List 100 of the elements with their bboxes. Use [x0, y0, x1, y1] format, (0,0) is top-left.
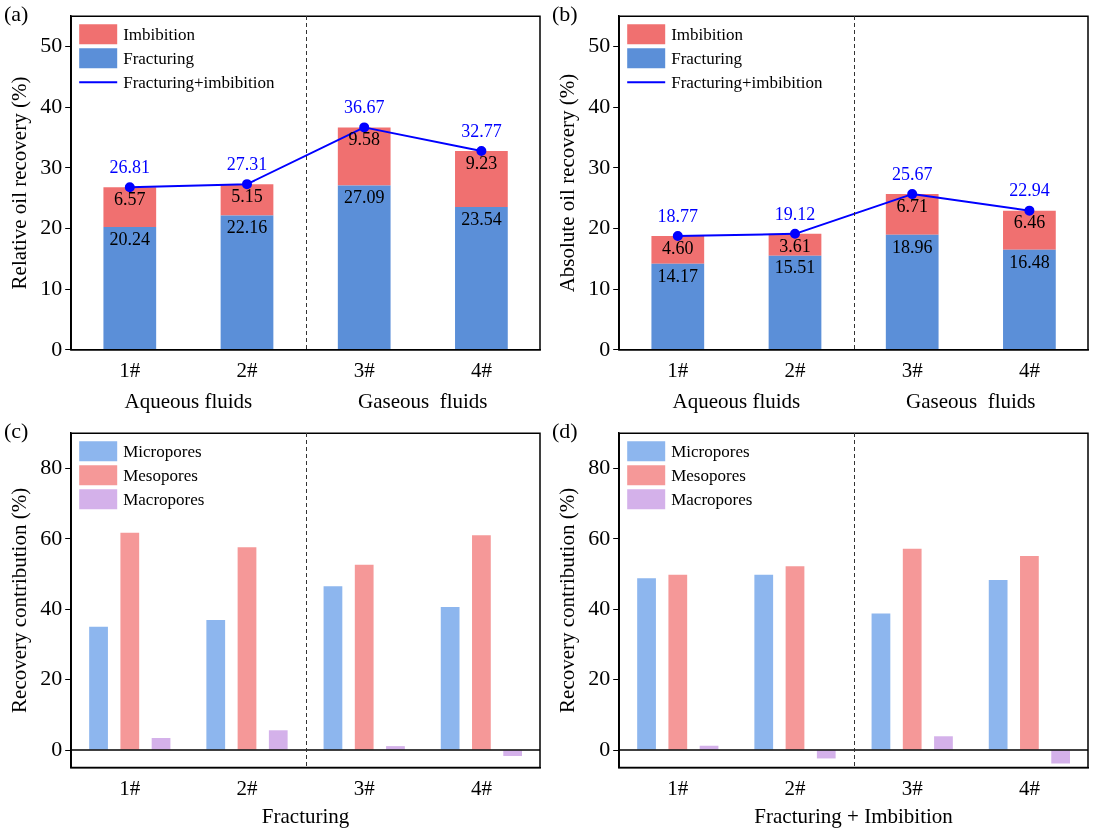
text: Aqueous fluids: [672, 389, 801, 414]
data-label: 9.23: [465, 152, 498, 173]
text: Gaseous fluids: [358, 389, 488, 414]
bar: [1051, 750, 1071, 764]
legend-label: Imbibition: [123, 24, 196, 44]
data-label: 23.54: [461, 208, 502, 229]
y-tick-label: 20: [40, 665, 63, 691]
legend-label: Imbibition: [671, 24, 744, 44]
x-tick-label: 4#: [1018, 357, 1041, 382]
text: Aqueous fluids: [124, 389, 253, 414]
bar: [1020, 556, 1039, 750]
legend-label: Fracturing+imbibition: [123, 72, 275, 92]
y-tick-label: 20: [40, 214, 63, 240]
bar: [220, 215, 274, 350]
bar: [89, 626, 108, 750]
bar: [237, 547, 257, 750]
legend-label: Micropores: [123, 441, 202, 461]
data-label: 22.94: [1009, 180, 1050, 201]
data-label: 6.71: [896, 195, 928, 216]
chart-title: (b): [552, 0, 578, 26]
x-tick-label: 3#: [901, 357, 924, 382]
x-tick-label: 2#: [784, 775, 806, 800]
data-label: 6.57: [114, 188, 146, 209]
legend-label: Macropores: [123, 489, 205, 509]
data-label: 3.61: [779, 235, 811, 256]
legend-label: Micropores: [671, 441, 750, 461]
y-tick-label: 50: [588, 32, 611, 58]
y-tick-label: 40: [588, 594, 611, 620]
data-label: 5.15: [231, 185, 263, 206]
y-tick-label: 0: [599, 335, 611, 361]
legend-label: Mesopores: [123, 465, 198, 485]
data-label: 15.51: [774, 257, 816, 278]
y-tick-label: 40: [588, 92, 611, 118]
x-tick-label: 3#: [901, 775, 924, 800]
bar: [637, 578, 656, 750]
y-tick-label: 40: [40, 92, 63, 118]
x-tick-label: 2#: [236, 775, 258, 800]
x-tick-label: 2#: [784, 357, 806, 382]
bar: [651, 263, 705, 350]
y-tick-label: 50: [40, 32, 63, 58]
point: [124, 182, 135, 193]
chart-title: (d): [552, 417, 578, 443]
data-label: 4.60: [662, 237, 694, 258]
y-tick-label: 30: [40, 153, 63, 179]
data-label: 27.31: [226, 153, 268, 174]
y-axis-title: Recovery contribution (%): [555, 487, 580, 713]
data-label: 19.12: [774, 203, 816, 224]
y-axis-title: Absolute oil recovery (%): [555, 73, 580, 293]
bar: [871, 613, 891, 750]
bar: [934, 736, 953, 750]
y-tick-label: 40: [40, 594, 63, 620]
legend-label: Fracturing: [671, 48, 743, 68]
x-tick-label: 1#: [119, 775, 141, 800]
y-tick-label: 60: [588, 524, 611, 550]
y-tick-label: 0: [51, 735, 63, 761]
y-tick-label: 10: [588, 274, 611, 300]
bar: [668, 574, 688, 750]
x-tick-label: 1#: [119, 357, 141, 382]
bar: [323, 586, 343, 750]
bar: [120, 532, 140, 750]
y-tick-label: 80: [588, 454, 611, 480]
data-label: 9.58: [348, 129, 380, 150]
x-tick-label: 4#: [470, 775, 493, 800]
bar: [472, 535, 491, 750]
chart-title: (a): [4, 0, 29, 26]
bar: [151, 738, 171, 750]
y-tick-label: 80: [40, 454, 63, 480]
data-label: 18.96: [891, 236, 933, 257]
x-tick-label: 4#: [1018, 775, 1041, 800]
y-tick-label: 10: [40, 274, 63, 300]
point: [242, 179, 252, 190]
y-tick-label: 0: [599, 735, 611, 761]
data-label: 22.16: [226, 217, 268, 238]
y-tick-label: 0: [51, 335, 63, 361]
data-label: 14.17: [657, 265, 699, 286]
bar: [754, 574, 774, 750]
data-label: 20.24: [109, 228, 151, 249]
y-tick-label: 20: [588, 665, 611, 691]
bar: [902, 548, 922, 750]
point: [476, 146, 487, 157]
bar: [103, 227, 157, 350]
y-tick-label: 20: [588, 214, 611, 240]
data-label: 18.77: [657, 205, 699, 226]
x-tick-label: 3#: [353, 775, 376, 800]
bar: [988, 579, 1008, 750]
bar: [455, 207, 508, 350]
data-label: 32.77: [461, 120, 502, 141]
y-tick-label: 60: [40, 524, 63, 550]
bar: [785, 566, 805, 750]
point: [359, 122, 370, 133]
data-label: 27.09: [343, 187, 385, 208]
legend-label: Mesopores: [671, 465, 746, 485]
y-axis-title: Recovery contribution (%): [7, 487, 32, 713]
data-label: 16.48: [1009, 251, 1050, 272]
bar: [885, 234, 939, 350]
bar: [1003, 249, 1056, 350]
bar: [455, 151, 508, 208]
chart-title: (c): [4, 417, 29, 443]
legend-label: Fracturing+imbibition: [671, 72, 823, 92]
y-axis-title: Relative oil recovery (%): [7, 76, 32, 290]
